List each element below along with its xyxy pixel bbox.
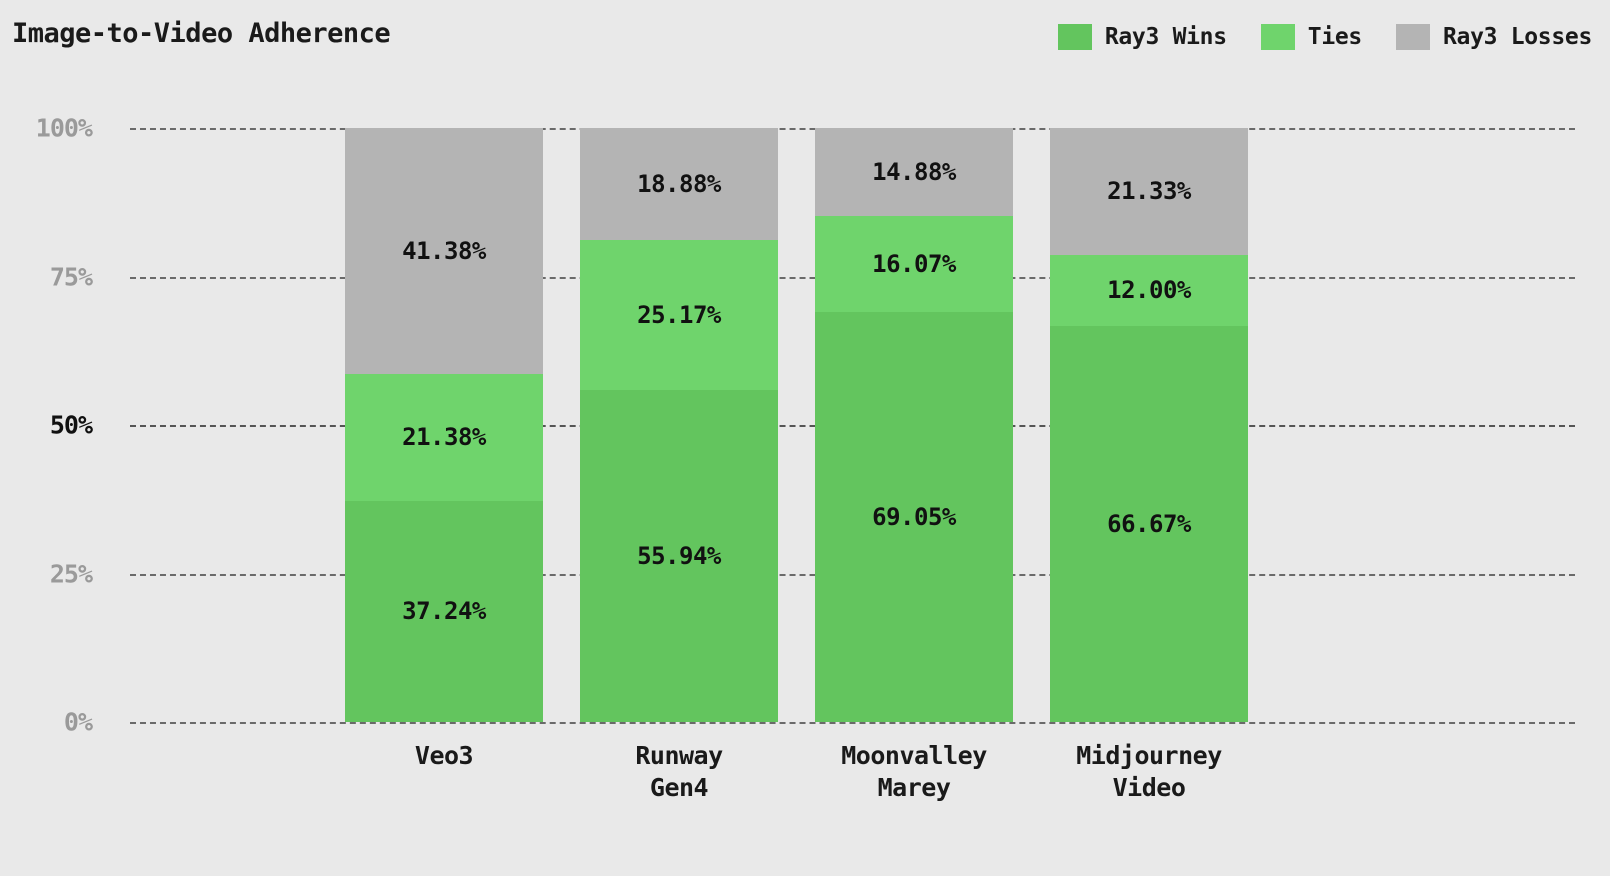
y-axis-tick-label: 50% [49, 410, 93, 440]
bar-segment-value-label: 66.67% [1107, 509, 1191, 538]
legend-item[interactable]: Ray3 Losses [1395, 24, 1592, 50]
legend-swatch-icon [1057, 24, 1092, 50]
bar-stack[interactable]: 55.94% 25.17% 18.88% [580, 128, 778, 722]
bar-segment-wins[interactable]: 37.24% [345, 500, 543, 722]
bar-segment-value-label: 21.38% [402, 423, 486, 452]
chart-legend: Ray3 Wins Ties Ray3 Losses [1057, 24, 1592, 50]
bar-segment-value-label: 41.38% [402, 236, 486, 265]
y-axis-tick-label: 0% [63, 707, 93, 737]
bar-segment-wins[interactable]: 66.67% [1050, 325, 1248, 722]
bar-segment-wins[interactable]: 55.94% [580, 389, 778, 722]
bar-segment-ties[interactable]: 16.07% [815, 216, 1013, 312]
bar-segment-ties[interactable]: 12.00% [1050, 254, 1248, 326]
bar-segment-value-label: 18.88% [637, 170, 721, 199]
bar-segment-value-label: 16.07% [872, 250, 956, 279]
legend-label: Ray3 Wins [1104, 24, 1227, 50]
bar-stack[interactable]: 37.24% 21.38% 41.38% [345, 128, 543, 722]
legend-label: Ray3 Losses [1442, 24, 1592, 50]
bar-stack[interactable]: 69.05% 16.07% 14.88% [815, 128, 1013, 722]
bar-segment-losses[interactable]: 41.38% [345, 128, 543, 374]
bar-segment-value-label: 37.24% [402, 597, 486, 626]
chart-title: Image-to-Video Adherence [12, 18, 391, 49]
bar-segment-ties[interactable]: 25.17% [580, 240, 778, 390]
x-axis-tick-line1: Moonvalley [841, 741, 987, 770]
x-axis-tick-label: Moonvalley Marey [794, 740, 1034, 804]
x-axis-tick-line2: Gen4 [649, 773, 709, 802]
x-axis-tick-label: Veo3 [324, 740, 564, 772]
gridline [130, 722, 1575, 724]
legend-swatch-icon [1395, 24, 1430, 50]
bar-segment-losses[interactable]: 18.88% [580, 128, 778, 241]
x-axis-tick-line2: Marey [877, 773, 951, 802]
legend-item[interactable]: Ray3 Wins [1057, 24, 1227, 50]
y-axis-tick-label: 25% [49, 559, 93, 588]
bar-segment-value-label: 25.17% [637, 300, 721, 329]
legend-label: Ties [1307, 24, 1363, 50]
bar-segment-value-label: 21.33% [1107, 177, 1191, 206]
x-axis-tick-line1: Midjourney [1076, 741, 1222, 770]
bar-segment-value-label: 69.05% [872, 502, 956, 531]
x-axis-tick-label: Midjourney Video [1029, 740, 1269, 804]
x-axis-tick-line1: Veo3 [414, 741, 474, 770]
bar-segment-losses[interactable]: 14.88% [815, 128, 1013, 217]
bar-segment-ties[interactable]: 21.38% [345, 373, 543, 501]
bar-segment-wins[interactable]: 69.05% [815, 311, 1013, 722]
y-axis-tick-label: 75% [49, 262, 93, 291]
x-axis-tick-label: Runway Gen4 [559, 740, 799, 804]
legend-item[interactable]: Ties [1260, 24, 1363, 50]
y-axis-tick-label: 100% [35, 113, 93, 143]
bar-stack[interactable]: 66.67% 12.00% 21.33% [1050, 128, 1248, 722]
x-axis-tick-line2: Video [1112, 773, 1186, 802]
bar-segment-losses[interactable]: 21.33% [1050, 128, 1248, 255]
bar-segment-value-label: 55.94% [637, 541, 721, 570]
x-axis-tick-line1: Runway [635, 741, 723, 770]
legend-swatch-icon [1260, 24, 1295, 50]
bar-segment-value-label: 14.88% [872, 158, 956, 187]
bar-segment-value-label: 12.00% [1107, 276, 1191, 305]
